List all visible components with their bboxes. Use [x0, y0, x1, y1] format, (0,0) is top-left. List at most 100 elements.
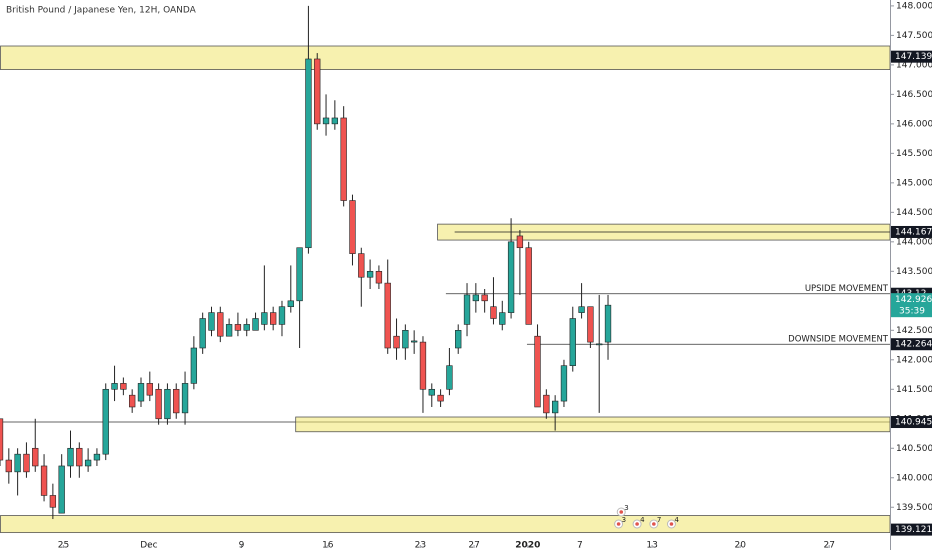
candle-body [340, 117, 347, 201]
event-count: 3 [624, 504, 628, 512]
candle-body [120, 383, 127, 390]
y-tick-label: 146.000 [896, 119, 932, 129]
candle-body [102, 388, 109, 455]
candle-body [225, 324, 233, 337]
candle-body [499, 312, 506, 325]
candle-body [67, 447, 74, 467]
candle-body [375, 271, 383, 284]
candle-body [402, 330, 409, 349]
candle-body [49, 495, 57, 508]
y-tick-label: 144.000 [896, 237, 932, 247]
candle-body [190, 347, 198, 384]
x-tick-label: 20 [734, 541, 746, 550]
price-label-box [891, 225, 932, 238]
x-tick-label: 7 [577, 541, 583, 550]
candle-body [199, 318, 206, 349]
x-tick-label: 23 [415, 541, 426, 550]
y-tick-label: 140.500 [896, 444, 932, 454]
y-tick-label: 139.500 [896, 503, 932, 513]
candle-body [23, 453, 30, 473]
price-label: 144.167 [895, 227, 932, 237]
chart-title: British Pound / Japanese Yen, 12H, OANDA [6, 6, 197, 16]
candle-body [129, 394, 136, 408]
y-tick-label: 148.000 [896, 1, 932, 11]
x-tick-label: 13 [646, 541, 657, 550]
candle-body [181, 383, 189, 414]
price-label-box [891, 50, 932, 63]
candle-body [569, 318, 576, 366]
candle-body [463, 294, 471, 325]
candle-body [137, 383, 145, 402]
candle-body [534, 335, 541, 408]
overlay: 139.500140.000140.500141.000141.500142.0… [58, 1, 932, 550]
candle-body [261, 312, 268, 325]
event-dot [669, 522, 674, 526]
x-tick-label: Dec [140, 541, 157, 550]
candle-body [419, 341, 427, 390]
candle-body [410, 340, 418, 343]
candle-body [525, 247, 532, 325]
candle-body [84, 459, 92, 467]
x-tick-label: 27 [468, 541, 479, 550]
y-tick-label: 147.000 [896, 60, 932, 70]
candle-body [93, 453, 101, 461]
candle-body [296, 247, 303, 302]
y-tick-label: 142.000 [896, 355, 932, 365]
candle-body [490, 306, 497, 319]
candle-body [349, 200, 356, 254]
x-tick-label: 25 [58, 541, 69, 550]
candle-body [393, 335, 400, 349]
candle-body [305, 58, 312, 249]
candle-body [507, 241, 515, 313]
x-tick-label: 9 [239, 541, 245, 550]
candle-body [164, 388, 171, 420]
candle-body [551, 400, 559, 414]
candle-body [40, 465, 48, 496]
price-label: 142.264 [895, 340, 932, 350]
line-label: DOWNSIDE MOVEMENT [788, 335, 889, 345]
y-tick-label: 142.500 [896, 326, 932, 336]
event-count: 7 [657, 516, 661, 524]
event-dot [635, 522, 639, 526]
y-tick-label: 140.000 [896, 473, 932, 483]
candle-body [314, 58, 321, 125]
candle-body [111, 383, 118, 390]
candle-body [481, 294, 488, 302]
zone [0, 45, 891, 70]
last-price-label: 142.926 [895, 295, 932, 305]
price-label: 139.121 [895, 525, 932, 535]
event-dot [616, 522, 621, 526]
candle-body [358, 253, 365, 278]
price-label-box [891, 523, 932, 536]
candle-body [366, 271, 374, 278]
candle-body [0, 418, 4, 461]
candle-body [252, 318, 259, 331]
candle-body [234, 324, 242, 331]
event-count: 4 [640, 516, 645, 524]
candle-body [14, 453, 21, 473]
candle-body [32, 447, 39, 467]
candle-body [173, 388, 180, 414]
price-label-box [891, 416, 932, 429]
candle-body [278, 306, 286, 325]
event-dot [619, 510, 624, 514]
candle-body [455, 330, 462, 349]
candle-body [446, 365, 453, 390]
event-dot [652, 522, 656, 526]
y-tick-label: 145.000 [896, 178, 932, 188]
candle-body [58, 465, 65, 514]
candle-body [596, 343, 603, 346]
price-label: 147.139 [895, 52, 932, 62]
last-price-box [891, 293, 932, 318]
candle-body [322, 117, 330, 125]
line-label: UPSIDE MOVEMENT [805, 284, 889, 294]
candle-body [76, 447, 83, 467]
x-tick-label: 27 [823, 541, 834, 550]
zones [0, 45, 891, 534]
y-tick-label: 147.500 [896, 31, 932, 41]
candle-body [472, 294, 480, 302]
x-tick-label: 16 [322, 541, 334, 550]
y-tick-label: 144.500 [896, 208, 932, 218]
candles [0, 5, 612, 520]
candle-body [560, 365, 568, 402]
